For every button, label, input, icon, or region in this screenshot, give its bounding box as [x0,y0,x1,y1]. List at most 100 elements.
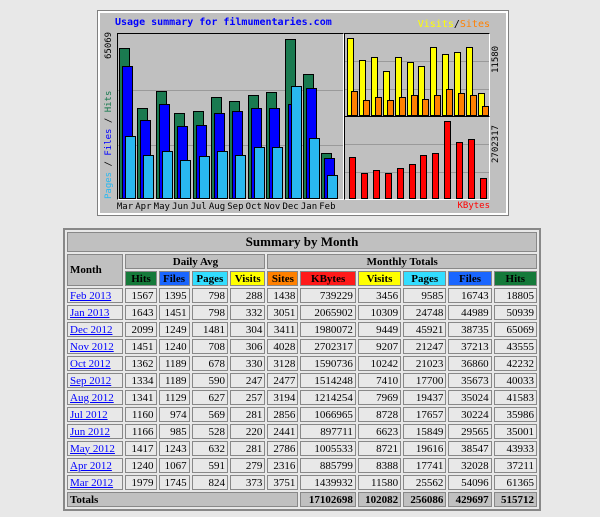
month-link[interactable]: Aug 2012 [70,391,114,404]
daily-pages-header: Pages [191,271,229,286]
sites-bar [386,99,394,116]
value-cell: 569 [191,407,229,422]
table-row: Aug 2012 1341 1129 627 257 3194 1214254 7969 194… [67,390,537,405]
month-link[interactable]: Sep 2012 [70,374,112,387]
month-link[interactable]: Mar 2012 [70,476,114,489]
value-cell: 37213 [448,339,492,354]
value-cell: 45921 [403,322,447,337]
left-max-label: 65069 [104,31,114,59]
value-cell: 1980072 [300,322,356,337]
total-pages: 256086 [403,492,447,507]
month-label: Mar [116,202,134,212]
monthly-totals-header: Monthly Totals [267,254,537,269]
value-cell: 8728 [357,407,402,422]
value-cell: 885799 [300,458,356,473]
month-label: Aug [208,202,226,212]
month-cell[interactable]: Jun 2012 [67,424,124,439]
hits-files-pages-panel [117,33,344,200]
value-cell: 2099 [125,322,157,337]
gridline [345,88,489,90]
value-cell: 1979 [125,475,157,490]
month-cell[interactable]: Mar 2012 [67,475,124,490]
value-cell: 1166 [125,424,157,439]
value-cell: 528 [191,424,229,439]
value-cell: 627 [191,390,229,405]
visits-bar [406,62,414,116]
value-cell: 25562 [403,475,447,490]
value-cell: 17741 [403,458,447,473]
table-row: Nov 2012 1451 1240 708 306 4028 2702317 9207 212… [67,339,537,354]
pages-bar [290,86,302,199]
value-cell: 17657 [403,407,447,422]
month-cell[interactable]: Dec 2012 [67,322,124,337]
gridline [118,90,343,92]
table-title: Summary by Month [67,232,537,252]
month-cell[interactable]: Feb 2013 [67,288,124,303]
value-cell: 35024 [448,390,492,405]
value-cell: 38547 [448,441,492,456]
left-axis-label: Pages / Files / Hits [104,90,114,199]
month-cell[interactable]: Jan 2013 [67,305,124,320]
value-cell: 1417 [125,441,157,456]
value-cell: 1341 [125,390,157,405]
kbytes-bar [479,177,487,199]
month-link[interactable]: Jan 2013 [70,306,110,319]
table-row: Apr 2012 1240 1067 591 279 2316 885799 8388 1774… [67,458,537,473]
month-label: Apr [135,202,152,212]
monthly-sites-header: Sites [267,271,299,286]
table-row: May 2012 1417 1243 632 281 2786 1005533 8721 196… [67,441,537,456]
month-link[interactable]: Nov 2012 [70,340,114,353]
month-link[interactable]: May 2012 [70,442,115,455]
pages-bar [309,138,320,199]
sites-bar [422,99,430,116]
table-row: Jun 2012 1166 985 528 220 2441 897711 6623 15849… [67,424,537,439]
month-cell[interactable]: Aug 2012 [67,390,124,405]
kbytes-bar [384,173,392,199]
month-cell[interactable]: Sep 2012 [67,373,124,388]
month-header: Month [67,254,124,286]
summary-table: Summary by Month Month Daily Avg Monthly… [63,228,541,511]
month-cell[interactable]: Apr 2012 [67,458,124,473]
legend-visits: Visits [417,19,454,30]
value-cell: 29565 [448,424,492,439]
month-cell[interactable]: May 2012 [67,441,124,456]
value-cell: 4028 [267,339,299,354]
value-cell: 1438 [267,288,299,303]
month-link[interactable]: Dec 2012 [70,323,113,336]
value-cell: 11580 [357,475,402,490]
value-cell: 306 [230,339,266,354]
value-cell: 1481 [191,322,229,337]
total-visits: 102082 [357,492,402,507]
value-cell: 974 [158,407,190,422]
kbytes-bar [456,141,464,199]
month-link[interactable]: Jul 2012 [70,408,108,421]
value-cell: 19616 [403,441,447,456]
pages-bar [125,136,136,199]
value-cell: 7410 [357,373,402,388]
month-link[interactable]: Feb 2013 [70,289,112,302]
value-cell: 1514248 [300,373,356,388]
daily-avg-header: Daily Avg [125,254,266,269]
month-link[interactable]: Apr 2012 [70,459,112,472]
value-cell: 19437 [403,390,447,405]
month-link[interactable]: Jun 2012 [70,425,111,438]
value-cell: 9207 [357,339,402,354]
month-cell[interactable]: Oct 2012 [67,356,124,371]
sites-bar [446,88,454,116]
month-cell[interactable]: Jul 2012 [67,407,124,422]
monthly-pages-header: Pages [403,271,447,286]
daily-visits-header: Visits [230,271,266,286]
sites-bar [481,106,489,116]
value-cell: 1066965 [300,407,356,422]
label-hits: Hits [104,90,114,113]
value-cell: 54096 [448,475,492,490]
value-cell: 3128 [267,356,299,371]
pages-bar [180,160,192,199]
value-cell: 1745 [158,475,190,490]
month-cell[interactable]: Nov 2012 [67,339,124,354]
month-link[interactable]: Oct 2012 [70,357,111,370]
value-cell: 9449 [357,322,402,337]
value-cell: 17700 [403,373,447,388]
monthly-hits-header: Hits [493,271,537,286]
month-label: Feb [319,202,336,212]
